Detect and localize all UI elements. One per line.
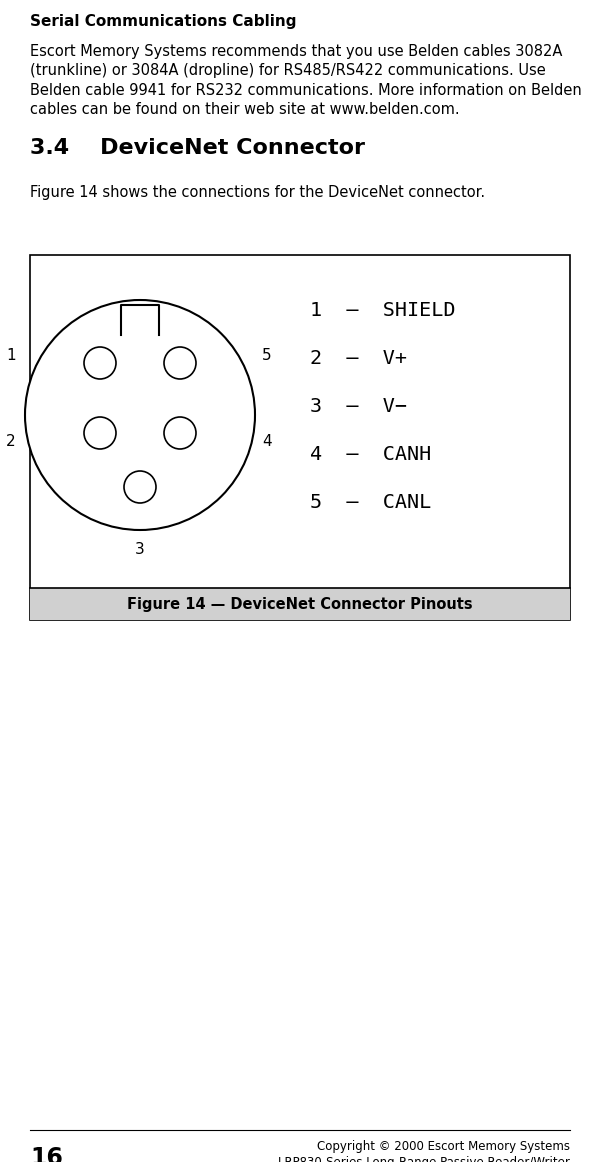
Circle shape xyxy=(124,471,156,503)
Text: 2: 2 xyxy=(6,433,16,449)
Text: Escort Memory Systems recommends that you use Belden cables 3082A: Escort Memory Systems recommends that yo… xyxy=(30,44,562,59)
Text: 4: 4 xyxy=(262,433,272,449)
Bar xyxy=(121,303,159,335)
Text: 1: 1 xyxy=(6,347,16,363)
Circle shape xyxy=(84,417,116,449)
Text: Belden cable 9941 for RS232 communications. More information on Belden: Belden cable 9941 for RS232 communicatio… xyxy=(30,83,582,98)
Text: Figure 14 shows the connections for the DeviceNet connector.: Figure 14 shows the connections for the … xyxy=(30,185,485,200)
Text: 2  —  V+: 2 — V+ xyxy=(310,349,407,367)
Text: cables can be found on their web site at www.belden.com.: cables can be found on their web site at… xyxy=(30,102,460,117)
Text: 16: 16 xyxy=(30,1146,63,1162)
Circle shape xyxy=(84,347,116,379)
Bar xyxy=(30,588,570,621)
Text: (trunkline) or 3084A (dropline) for RS485/RS422 communications. Use: (trunkline) or 3084A (dropline) for RS48… xyxy=(30,64,546,79)
Text: 3: 3 xyxy=(135,543,145,558)
Circle shape xyxy=(164,417,196,449)
Text: Serial Communications Cabling: Serial Communications Cabling xyxy=(30,14,296,29)
Text: 3  —  V−: 3 — V− xyxy=(310,396,407,416)
Text: Copyright © 2000 Escort Memory Systems: Copyright © 2000 Escort Memory Systems xyxy=(317,1140,570,1153)
Text: 5  —  CANL: 5 — CANL xyxy=(310,493,431,511)
Text: 4  —  CANH: 4 — CANH xyxy=(310,445,431,464)
Circle shape xyxy=(25,300,255,530)
Text: Figure 14 — DeviceNet Connector Pinouts: Figure 14 — DeviceNet Connector Pinouts xyxy=(127,596,473,611)
Text: 5: 5 xyxy=(262,347,272,363)
Text: 1  —  SHIELD: 1 — SHIELD xyxy=(310,301,455,320)
Text: LRP830-Series Long-Range Passive Reader/Writer: LRP830-Series Long-Range Passive Reader/… xyxy=(278,1156,570,1162)
Circle shape xyxy=(164,347,196,379)
Bar xyxy=(30,254,570,621)
Text: 3.4    DeviceNet Connector: 3.4 DeviceNet Connector xyxy=(30,138,365,158)
